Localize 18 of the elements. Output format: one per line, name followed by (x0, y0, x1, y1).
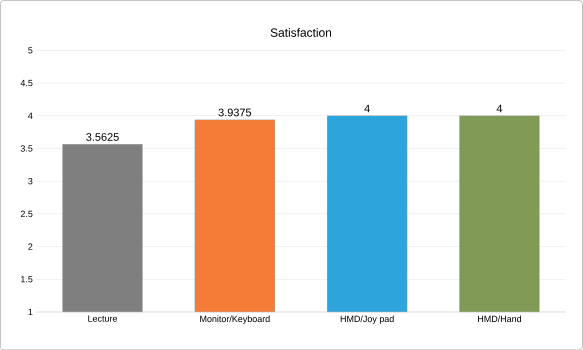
x-tick-label: HMD/Joy pad (340, 315, 394, 324)
data-label: 4 (496, 104, 502, 112)
y-tick-label: 1.5 (21, 276, 32, 282)
y-tick-label: 4 (28, 112, 33, 119)
data-label: 3.9375 (218, 108, 252, 116)
y-tick-label: 2 (28, 243, 32, 250)
chart-title: Satisfaction (270, 28, 332, 37)
y-tick-label: 4.5 (20, 80, 32, 86)
y-tick-label: 2.5 (20, 210, 32, 217)
y-tick-label: 5 (28, 47, 32, 54)
x-tick-label: Lecture (88, 315, 118, 322)
y-tick-label: 1 (28, 308, 32, 315)
x-tick-label: Monitor/Keyboard (200, 315, 270, 324)
x-tick-label: HMD/Hand (478, 315, 522, 322)
data-label: 4 (364, 104, 370, 112)
data-label: 3.5625 (86, 132, 119, 141)
y-tick-label: 3 (28, 178, 32, 184)
y-tick-label: 3.5 (20, 145, 32, 152)
